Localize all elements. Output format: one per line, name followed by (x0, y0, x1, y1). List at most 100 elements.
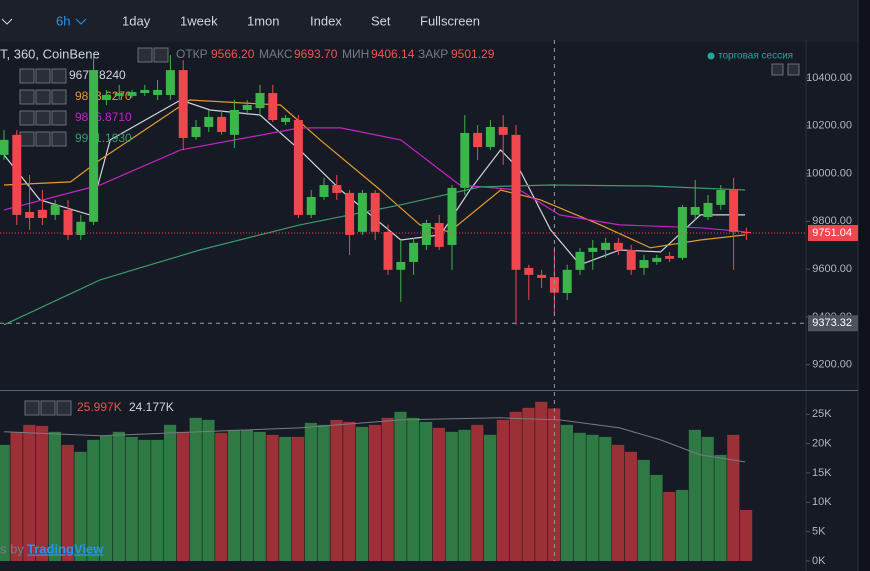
toolbar-item[interactable]: 1week (180, 13, 218, 28)
volume-bar (253, 431, 266, 561)
icon (35, 89, 51, 105)
candle-body (729, 190, 739, 232)
icon-close (51, 110, 67, 126)
candle-body (178, 70, 188, 138)
candle-body (549, 277, 559, 293)
volume-bar (381, 417, 394, 561)
volume-bar (330, 419, 343, 561)
icon-eye[interactable] (137, 47, 153, 63)
candle-body (114, 93, 124, 96)
toolbar-item[interactable]: Set (371, 13, 391, 28)
chart-title: T, 360, CoinBene (0, 46, 100, 61)
volume-bar (151, 439, 164, 561)
volume-bar (266, 434, 279, 561)
ma-line (3, 184, 746, 326)
volume-legend: 25.997K (77, 400, 122, 414)
candle-body (460, 132, 470, 188)
volume-bar (215, 432, 228, 561)
candle-body (191, 126, 201, 137)
icon-close[interactable] (56, 400, 72, 416)
icon-close (51, 131, 67, 147)
legend-label: ЗАКР (418, 47, 448, 61)
candle-body (741, 231, 751, 234)
volume-tick-label: 5K (812, 526, 826, 538)
candle-body (421, 223, 431, 245)
volume-bar (125, 436, 138, 561)
candle-body (165, 70, 175, 95)
toolbar-item[interactable]: 1mon (247, 13, 280, 28)
legend-layer: T, 360, CoinBene ОТКР 9566.20 МАКС 9693.… (0, 46, 800, 556)
interval[interactable]: 6h (56, 13, 70, 28)
volume-bar (317, 424, 330, 561)
candle-body (255, 93, 265, 109)
volume-tick-label: 15K (812, 467, 832, 479)
volume-bar (714, 454, 727, 561)
session-label: торговая сессия (718, 51, 793, 62)
candle-body (37, 209, 47, 218)
volume-tick-label: 20K (812, 438, 832, 450)
volume-bar (624, 451, 637, 561)
toolbar-item[interactable]: Fullscreen (420, 13, 480, 28)
candle-body (716, 190, 726, 205)
attribution-link[interactable]: TradingView (27, 541, 104, 556)
candle-body (613, 242, 623, 250)
candle-body (626, 250, 636, 270)
volume-bar (240, 429, 253, 561)
volume-bar (279, 436, 292, 561)
volume-tick-label: 25K (812, 408, 832, 420)
volume-bar (573, 432, 586, 561)
volume-bar (663, 491, 676, 561)
volume-bar (228, 429, 241, 561)
icon-settings[interactable] (153, 47, 169, 63)
volume-bar (87, 439, 100, 561)
volume-bar (23, 424, 36, 561)
interval-chevron[interactable] (75, 18, 87, 25)
icon (19, 131, 35, 147)
icon-eye[interactable] (24, 400, 40, 416)
y-tick-label: 9800.00 (812, 215, 852, 227)
candle-body (652, 257, 662, 262)
ma-line (3, 99, 746, 249)
volume-bar (10, 431, 23, 561)
candle-body (306, 196, 316, 215)
icon (19, 68, 35, 84)
volume-bar (343, 421, 356, 561)
candle-body (293, 120, 303, 215)
volume-bar (650, 474, 663, 561)
candle-body (63, 209, 73, 235)
menu-chevron[interactable] (1, 18, 13, 25)
toolbar-item[interactable]: Index (310, 13, 342, 28)
candle-body (498, 126, 508, 135)
volume-bar (727, 434, 740, 561)
ma-line (3, 127, 746, 233)
candle-body (357, 192, 367, 232)
candle-body (50, 204, 60, 215)
volume-bar (586, 434, 599, 561)
pane-button[interactable] (771, 63, 784, 76)
volume-bar (471, 424, 484, 561)
icon-settings[interactable] (40, 400, 56, 416)
scroll-area (859, 0, 870, 571)
volume-bar (688, 429, 701, 561)
volume-bar (676, 489, 689, 561)
candle-body (153, 89, 163, 95)
candle-body (76, 221, 86, 235)
icon-close (51, 68, 67, 84)
legend-label: МАКС (259, 47, 293, 61)
candle-body (575, 251, 585, 270)
volume-bar (496, 419, 509, 561)
icon (35, 110, 51, 126)
icon (35, 68, 51, 84)
volume-bar (356, 426, 369, 561)
toolbar-item[interactable]: 1day (122, 13, 151, 28)
pane-button[interactable] (787, 63, 800, 76)
candle-body (332, 185, 342, 193)
candle-body (25, 212, 35, 218)
candle-body (89, 70, 99, 222)
session-dot (707, 52, 715, 60)
candle-body (524, 267, 534, 275)
ma-legend: 9826.8710 (75, 110, 132, 124)
volume-bar (368, 424, 381, 561)
volume-bar (189, 417, 202, 561)
